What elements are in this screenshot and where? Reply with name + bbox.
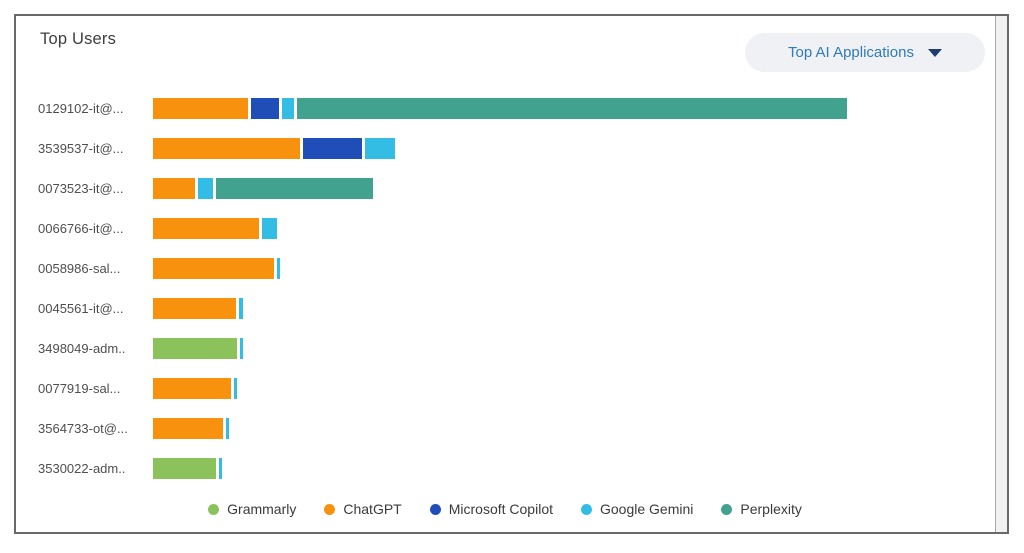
legend-dot-icon	[208, 503, 220, 515]
bar-segment-google-gemini[interactable]	[277, 257, 280, 279]
legend-label: Perplexity	[740, 501, 802, 517]
bar-segment-google-gemini[interactable]	[282, 97, 294, 119]
bar-track	[153, 217, 277, 239]
bar-segment-perplexity[interactable]	[297, 97, 847, 119]
bar-segment-chatgpt[interactable]	[153, 417, 223, 439]
legend-item-chatgpt[interactable]: ChatGPT	[324, 501, 402, 517]
bar-track	[153, 137, 395, 159]
bar-track	[153, 177, 373, 199]
bar-segment-grammarly[interactable]	[153, 457, 216, 479]
scrollbar-track[interactable]	[995, 16, 1007, 532]
bar-segment-google-gemini[interactable]	[219, 457, 222, 479]
bar-row: 0073523-it@...	[38, 168, 978, 208]
bar-row: 0129102-it@...	[38, 88, 978, 128]
legend-label: Microsoft Copilot	[448, 501, 553, 517]
bar-segment-chatgpt[interactable]	[153, 97, 248, 119]
chart-rows: 0129102-it@... 3539537-it@... 0073523-it@.…	[38, 88, 978, 488]
legend-label: Google Gemini	[600, 501, 694, 517]
bar-track	[153, 97, 847, 119]
legend-dot-icon	[581, 503, 592, 515]
bar-row: 3539537-it@...	[38, 128, 978, 168]
legend-item-grammarly[interactable]: Grammarly	[208, 501, 296, 517]
bar-track	[153, 257, 280, 279]
bar-track	[153, 337, 243, 359]
row-label: 3530022-adm..	[38, 460, 126, 476]
bar-segment-grammarly[interactable]	[153, 337, 237, 359]
bar-segment-google-gemini[interactable]	[239, 297, 243, 319]
bar-track	[153, 377, 237, 399]
bar-row: 0058986-sal...	[38, 248, 978, 288]
bar-row: 3564733-ot@...	[38, 408, 978, 448]
bar-segment-microsoft-copilot[interactable]	[303, 137, 362, 159]
row-label: 3564733-ot@...	[38, 420, 128, 436]
bar-segment-perplexity[interactable]	[216, 177, 373, 199]
caret-down-icon	[927, 48, 942, 57]
bar-row: 0066766-it@...	[38, 208, 978, 248]
chart-legend: Grammarly ChatGPT Microsoft Copilot Google …	[16, 501, 994, 517]
row-label: 0077919-sal...	[38, 380, 121, 396]
legend-item-perplexity[interactable]: Perplexity	[721, 501, 802, 517]
bar-segment-chatgpt[interactable]	[153, 217, 259, 239]
bar-row: 3498049-adm..	[38, 328, 978, 368]
bar-row: 0045561-it@...	[38, 288, 978, 328]
bar-segment-google-gemini[interactable]	[234, 377, 237, 399]
bar-segment-chatgpt[interactable]	[153, 177, 195, 199]
bar-segment-chatgpt[interactable]	[153, 297, 236, 319]
row-label: 3498049-adm..	[38, 340, 126, 356]
legend-dot-icon	[324, 503, 336, 515]
bar-segment-google-gemini[interactable]	[262, 217, 277, 239]
legend-label: Grammarly	[227, 501, 297, 517]
bar-segment-google-gemini[interactable]	[365, 137, 395, 159]
bar-segment-microsoft-copilot[interactable]	[251, 97, 279, 119]
bar-track	[153, 417, 229, 439]
bar-segment-chatgpt[interactable]	[153, 377, 231, 399]
bar-segment-chatgpt[interactable]	[153, 257, 274, 279]
bar-track	[153, 457, 222, 479]
legend-item-microsoft-copilot[interactable]: Microsoft Copilot	[429, 501, 553, 517]
row-label: 3539537-it@...	[38, 140, 124, 156]
row-label: 0058986-sal...	[38, 260, 121, 276]
legend-item-google-gemini[interactable]: Google Gemini	[581, 501, 693, 517]
card-title: Top Users	[40, 30, 117, 48]
top-ai-applications-dropdown[interactable]: Top AI Applications	[745, 33, 985, 72]
row-label: 0045561-it@...	[38, 300, 124, 316]
legend-dot-icon	[429, 503, 441, 515]
bar-row: 0077919-sal...	[38, 368, 978, 408]
row-label: 0129102-it@...	[38, 100, 124, 116]
bar-track	[153, 297, 243, 319]
dropdown-label: Top AI Applications	[788, 44, 914, 61]
legend-dot-icon	[721, 503, 733, 515]
row-label: 0066766-it@...	[38, 220, 124, 236]
bar-segment-google-gemini[interactable]	[240, 337, 243, 359]
bar-segment-google-gemini[interactable]	[226, 417, 229, 439]
bar-segment-chatgpt[interactable]	[153, 137, 300, 159]
row-label: 0073523-it@...	[38, 180, 124, 196]
legend-label: ChatGPT	[343, 501, 402, 517]
bar-segment-google-gemini[interactable]	[198, 177, 213, 199]
bar-row: 3530022-adm..	[38, 448, 978, 488]
top-users-card: Top Users Top AI Applications 0129102-it…	[14, 14, 1009, 534]
